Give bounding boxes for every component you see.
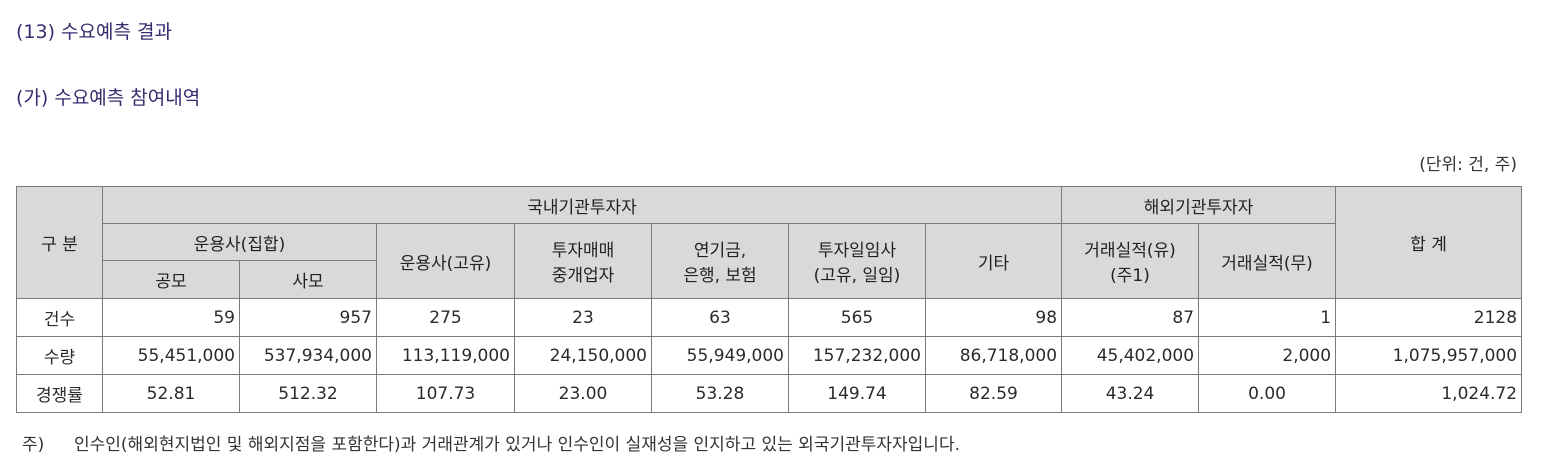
table-row: 경쟁률 52.81 512.32 107.73 23.00 53.28 149.… [16, 374, 1523, 413]
cell-value: 55,451,000 [102, 336, 240, 375]
header-discretionary-investment: 투자일임사 (고유, 일임) [788, 223, 926, 299]
header-asset-manager-collective: 운용사(집합) [102, 223, 377, 261]
cell-value: 113,119,000 [376, 336, 515, 375]
subsection-title: (가) 수요예측 참여내역 [16, 87, 201, 109]
row-label: 건수 [16, 298, 103, 337]
cell-value: 59 [102, 298, 240, 337]
footnote: 주) 인수인(해외현지법인 및 해외지점을 포함한다)과 거래관계가 있거나 인수… [22, 430, 960, 455]
cell-value: 23.00 [514, 374, 652, 413]
cell-value: 2128 [1335, 298, 1523, 337]
cell-value: 565 [788, 298, 926, 337]
cell-value: 63 [651, 298, 789, 337]
row-label: 수량 [16, 336, 103, 375]
cell-value: 98 [924, 298, 1063, 337]
cell-value: 1,024.72 [1335, 374, 1523, 413]
header-other: 기타 [924, 223, 1063, 299]
header-asset-manager-own: 운용사(고유) [376, 223, 515, 299]
cell-value: 53.28 [651, 374, 789, 413]
cell-value: 23 [514, 298, 652, 337]
cell-value: 1 [1198, 298, 1337, 337]
cell-value: 52.81 [102, 374, 240, 413]
cell-value: 55,949,000 [651, 336, 789, 375]
table-row: 수량 55,451,000 537,934,000 113,119,000 24… [16, 336, 1523, 375]
header-domestic-investors: 국내기관투자자 [101, 186, 1063, 224]
footnote-text: 인수인(해외현지법인 및 해외지점을 포함한다)과 거래관계가 있거나 인수인이… [74, 435, 960, 455]
cell-value: 1,075,957,000 [1335, 336, 1523, 375]
cell-value: 512.32 [239, 374, 377, 413]
cell-value: 537,934,000 [239, 336, 377, 375]
unit-label: (단위: 건, 주) [1419, 155, 1517, 175]
cell-value: 45,402,000 [1061, 336, 1200, 375]
footnote-mark: 주) [22, 435, 45, 455]
cell-value: 149.74 [788, 374, 926, 413]
cell-value: 275 [376, 298, 515, 337]
cell-value: 43.24 [1061, 374, 1200, 413]
cell-value: 2,000 [1198, 336, 1337, 375]
cell-value: 86,718,000 [924, 336, 1063, 375]
row-label: 경쟁률 [16, 374, 103, 413]
demand-forecast-table: 구 분 국내기관투자자 해외기관투자자 합 계 운용사(집합) 운용사(고유) … [16, 186, 1523, 413]
header-category: 구 분 [16, 186, 103, 299]
cell-value: 0.00 [1198, 374, 1337, 413]
header-public: 공모 [102, 260, 240, 299]
section-title: (13) 수요예측 결과 [16, 21, 172, 43]
header-pension-bank-insurance: 연기금, 은행, 보험 [651, 223, 789, 299]
header-private: 사모 [239, 260, 377, 299]
cell-value: 87 [1061, 298, 1200, 337]
header-total: 합 계 [1335, 186, 1523, 299]
cell-value: 24,150,000 [514, 336, 652, 375]
header-trade-record-yes: 거래실적(유) (주1) [1061, 223, 1200, 299]
header-trade-record-no: 거래실적(무) [1198, 223, 1337, 299]
cell-value: 157,232,000 [788, 336, 926, 375]
header-foreign-investors: 해외기관투자자 [1061, 186, 1337, 224]
cell-value: 107.73 [376, 374, 515, 413]
cell-value: 82.59 [924, 374, 1063, 413]
cell-value: 957 [239, 298, 377, 337]
table-row: 건수 59 957 275 23 63 565 98 87 1 2128 [16, 298, 1523, 337]
header-broker-dealer: 투자매매 중개업자 [514, 223, 652, 299]
